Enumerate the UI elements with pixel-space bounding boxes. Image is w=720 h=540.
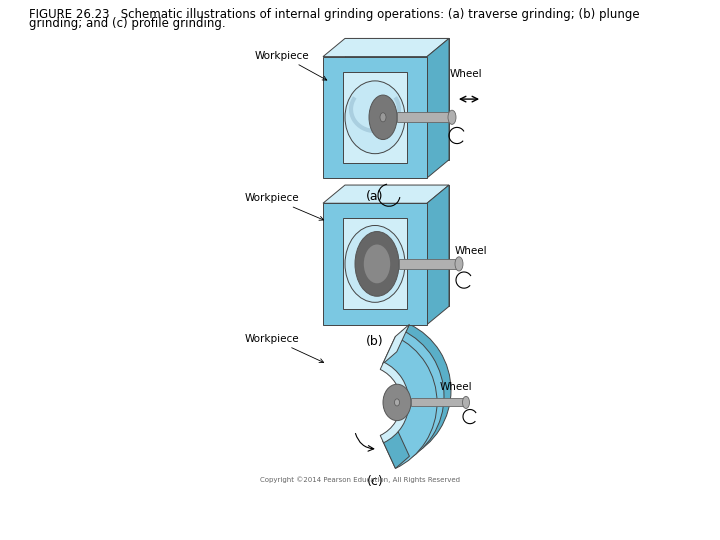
Text: Workpiece: Workpiece	[245, 193, 323, 220]
Text: All rights reserved.: All rights reserved.	[342, 522, 428, 531]
Wedge shape	[380, 362, 409, 443]
Text: Wheel: Wheel	[455, 246, 487, 256]
Ellipse shape	[462, 396, 469, 408]
Text: , Seventh Edition     Copyright ©2014 by Pearson Education, Inc.: , Seventh Edition Copyright ©2014 by Pea…	[342, 504, 635, 513]
Ellipse shape	[395, 399, 400, 406]
Polygon shape	[397, 112, 452, 123]
Ellipse shape	[345, 81, 405, 154]
Text: Workpiece: Workpiece	[255, 51, 327, 80]
Ellipse shape	[380, 113, 386, 122]
Polygon shape	[411, 399, 466, 407]
Polygon shape	[345, 185, 449, 306]
Ellipse shape	[455, 257, 463, 271]
Polygon shape	[427, 185, 449, 325]
Ellipse shape	[345, 226, 405, 302]
Text: (b): (b)	[366, 335, 384, 348]
Polygon shape	[323, 185, 449, 203]
Polygon shape	[343, 72, 407, 163]
Polygon shape	[383, 429, 410, 468]
Polygon shape	[323, 38, 449, 57]
Ellipse shape	[383, 384, 411, 421]
Polygon shape	[427, 38, 449, 178]
Text: Serope Kalpakjian | Steven R. Schmid: Serope Kalpakjian | Steven R. Schmid	[158, 522, 328, 531]
Wedge shape	[390, 330, 444, 462]
Text: Wheel: Wheel	[450, 69, 482, 79]
Polygon shape	[383, 325, 410, 364]
Text: ALWAYS LEARNING: ALWAYS LEARNING	[14, 511, 109, 520]
Polygon shape	[323, 203, 427, 325]
Text: Workpiece: Workpiece	[245, 334, 323, 362]
Text: grinding; and (c) profile grinding.: grinding; and (c) profile grinding.	[29, 17, 225, 30]
Text: PEARSON: PEARSON	[606, 507, 702, 525]
Wedge shape	[397, 325, 451, 456]
Text: (a): (a)	[366, 190, 384, 203]
Polygon shape	[345, 38, 449, 160]
Polygon shape	[343, 218, 407, 309]
Text: FIGURE 26.23   Schematic illustrations of internal grinding operations: (a) trav: FIGURE 26.23 Schematic illustrations of …	[29, 8, 639, 21]
Ellipse shape	[364, 245, 390, 284]
Ellipse shape	[355, 232, 399, 296]
Text: Copyright ©2014 Pearson Education, All Rights Reserved: Copyright ©2014 Pearson Education, All R…	[260, 477, 460, 483]
Text: Manufacturing Engineering and Technology: Manufacturing Engineering and Technology	[158, 504, 355, 513]
Text: (c): (c)	[366, 475, 383, 488]
Ellipse shape	[369, 95, 397, 139]
Wedge shape	[383, 336, 437, 468]
Polygon shape	[323, 57, 427, 178]
Polygon shape	[399, 259, 459, 269]
Ellipse shape	[448, 110, 456, 124]
Text: Wheel: Wheel	[440, 382, 472, 392]
